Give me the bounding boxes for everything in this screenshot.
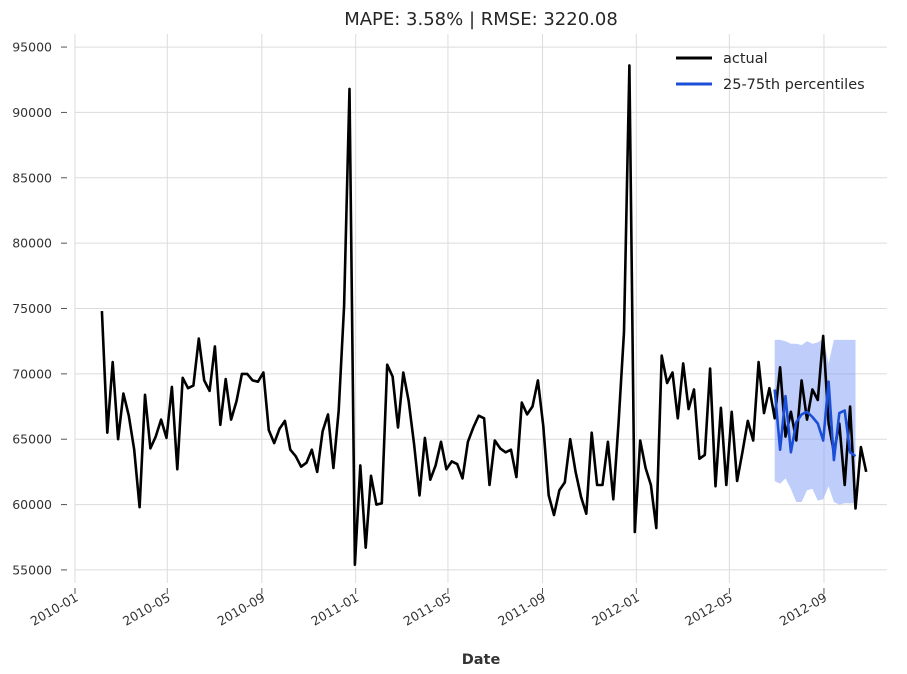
grid [74,34,887,583]
legend-label-percentiles: 25-75th percentiles [723,77,865,93]
series-line-actual [100,64,868,567]
legend-label-actual: actual [723,51,768,67]
legend: actual 25-75th percentiles [676,51,865,93]
y-tick-label: 95000 [12,40,52,55]
series-lines [100,64,868,567]
series-line-median-forecast [773,380,857,462]
y-tick-label: 60000 [12,497,52,512]
y-tick-label: 90000 [12,105,52,120]
chart-title: MAPE: 3.58% | RMSE: 3220.08 [344,9,618,30]
y-axis-ticks: 55000 60000 65000 70000 75000 80000 85000 90000… [12,40,67,577]
x-axis-label: Date [462,652,501,668]
y-tick-label: 80000 [12,236,52,251]
y-tick-label: 55000 [12,562,52,577]
y-tick-label: 85000 [12,170,52,185]
y-tick-label: 70000 [12,366,52,381]
y-tick-label: 75000 [12,301,52,316]
y-tick-label: 65000 [12,432,52,447]
